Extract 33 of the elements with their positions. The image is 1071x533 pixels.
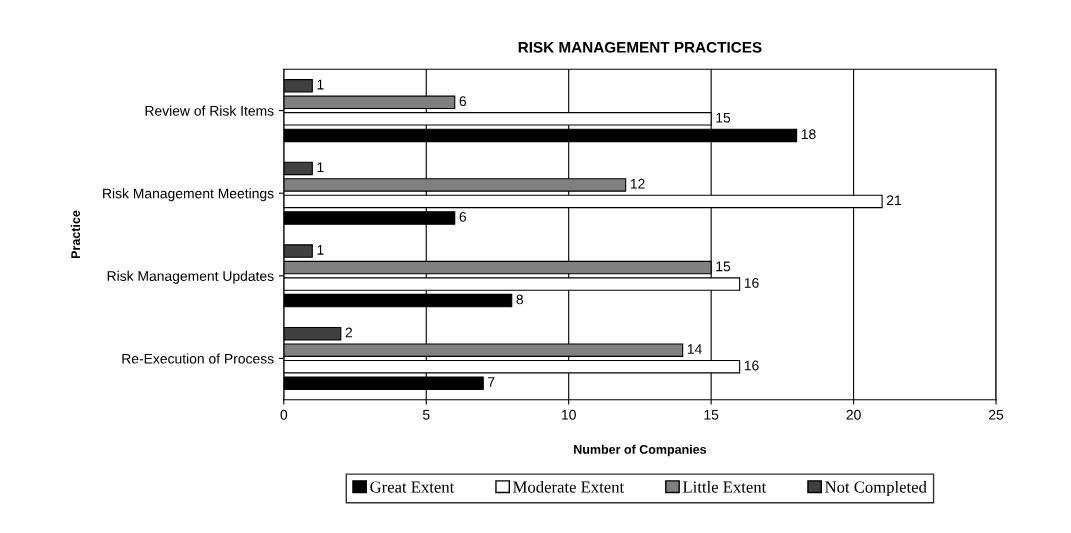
- data-label: 1: [317, 162, 324, 173]
- data-label: 21: [886, 195, 902, 206]
- data-label: 16: [744, 360, 759, 371]
- data-label: 1: [317, 245, 324, 255]
- y-tick-label: Re-Execution of Process: [122, 353, 274, 364]
- y-tick-label: Risk Management Meetings: [103, 188, 274, 202]
- legend-label: Great Extent: [370, 481, 455, 493]
- data-label: 15: [716, 112, 731, 123]
- data-label: 15: [716, 261, 731, 272]
- data-label: 2: [345, 327, 352, 338]
- x-tick-label: 20: [846, 409, 861, 420]
- data-label: 6: [459, 211, 467, 222]
- chart-title: RISK MANAGEMENT PRACTICES: [518, 41, 762, 53]
- x-tick-label: 5: [422, 409, 430, 420]
- x-tick-label: 10: [562, 409, 576, 420]
- legend-label: Not Completed: [825, 480, 927, 497]
- x-tick-label: 0: [280, 409, 288, 420]
- data-label: 8: [516, 294, 524, 305]
- data-label: 1: [317, 79, 324, 90]
- data-label: 18: [801, 129, 816, 140]
- legend-label: Little Extent: [682, 480, 767, 493]
- legend-label: Moderate Extent: [513, 480, 625, 493]
- data-label: 12: [630, 178, 645, 189]
- y-tick-label: Review of Risk Items: [145, 105, 274, 116]
- x-tick-label: 15: [704, 409, 719, 420]
- data-label: 14: [687, 344, 702, 354]
- data-label: 6: [459, 96, 467, 107]
- y-tick-label: Risk Management Updates: [107, 270, 274, 284]
- data-label: 16: [744, 277, 759, 288]
- x-tick-label: 25: [989, 409, 1004, 420]
- data-label: 7: [488, 377, 495, 387]
- y-axis-title: Practice: [70, 210, 81, 259]
- x-axis-title: Number of Companies: [574, 444, 707, 457]
